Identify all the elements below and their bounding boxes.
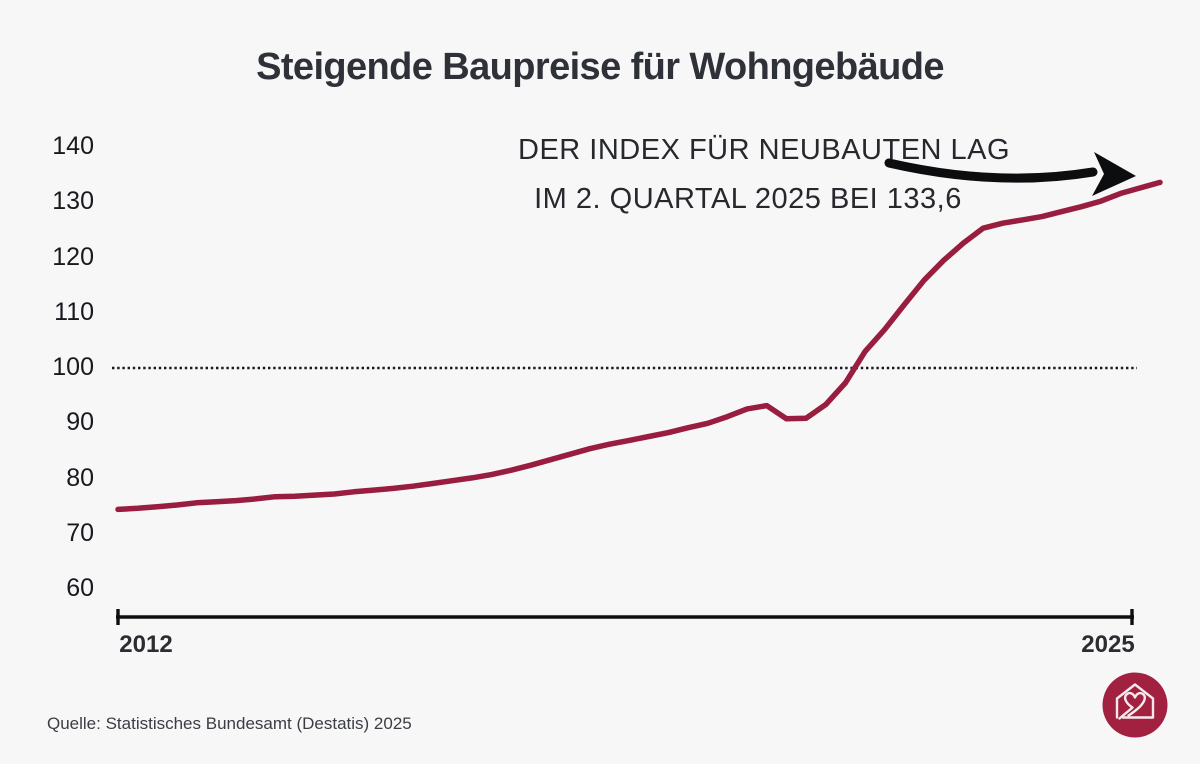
- y-tick-label: 120: [52, 242, 94, 271]
- price-index-line: [115, 179, 1163, 513]
- y-tick-label: 130: [52, 187, 94, 216]
- y-tick-label: 70: [66, 518, 94, 547]
- y-tick-label: 110: [54, 297, 94, 326]
- annotation-arrow-icon: [884, 152, 1136, 196]
- x-tick-label-2012: 2012: [119, 631, 173, 658]
- chart-title: Steigende Baupreise für Wohngebäude: [256, 46, 944, 89]
- y-tick-label: 100: [52, 353, 94, 381]
- y-tick-label: 90: [66, 408, 94, 437]
- annotation-line-1: DER INDEX FÜR NEUBAUTEN LAG: [518, 134, 1011, 166]
- y-tick-label: 80: [66, 463, 94, 492]
- annotation-line-2: IM 2. QUARTAL 2025 BEI 133,6: [534, 183, 962, 215]
- x-tick-label-2025: 2025: [1081, 631, 1135, 658]
- source-credit: Quelle: Statistisches Bundesamt (Destati…: [47, 714, 412, 733]
- chart-annotation: DER INDEX FÜR NEUBAUTEN LAG IM 2. QUARTA…: [518, 126, 1011, 224]
- house-heart-logo-icon: [1102, 672, 1168, 738]
- y-tick-label: 60: [66, 574, 94, 602]
- y-tick-label: 140: [52, 132, 94, 160]
